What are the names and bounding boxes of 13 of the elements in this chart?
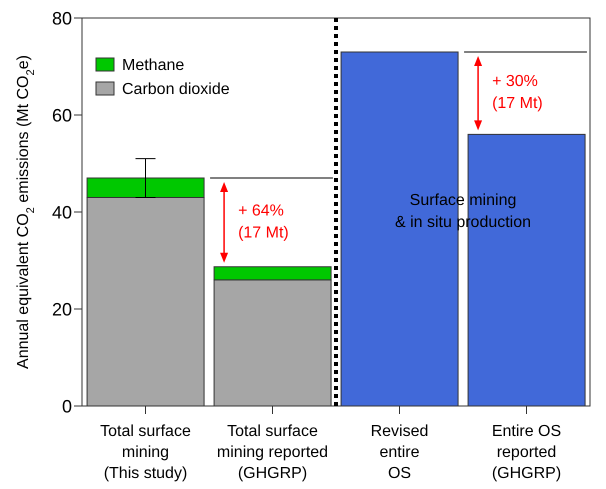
y-tick-label: 80 [52, 8, 72, 28]
y-tick-label: 20 [52, 299, 72, 320]
legend-label: Methane [122, 57, 184, 74]
y-tick-label: 40 [52, 202, 72, 222]
x-tick-label: Total surface mining (This study) [100, 423, 191, 482]
x-tick-label: Total surface mining reported (GHGRP) [216, 423, 328, 482]
annotation: + 30% (17 Mt) [492, 73, 543, 112]
legend-label: Carbon dioxide [122, 81, 230, 98]
y-tick-label: 0 [62, 396, 72, 416]
annotation: + 64% (17 Mt) [238, 202, 289, 242]
x-tick-label: Revised entire OS [370, 423, 428, 482]
y-tick-label: 60 [52, 105, 72, 126]
x-tick-label: Entire OS reported (GHGRP) [492, 423, 562, 482]
